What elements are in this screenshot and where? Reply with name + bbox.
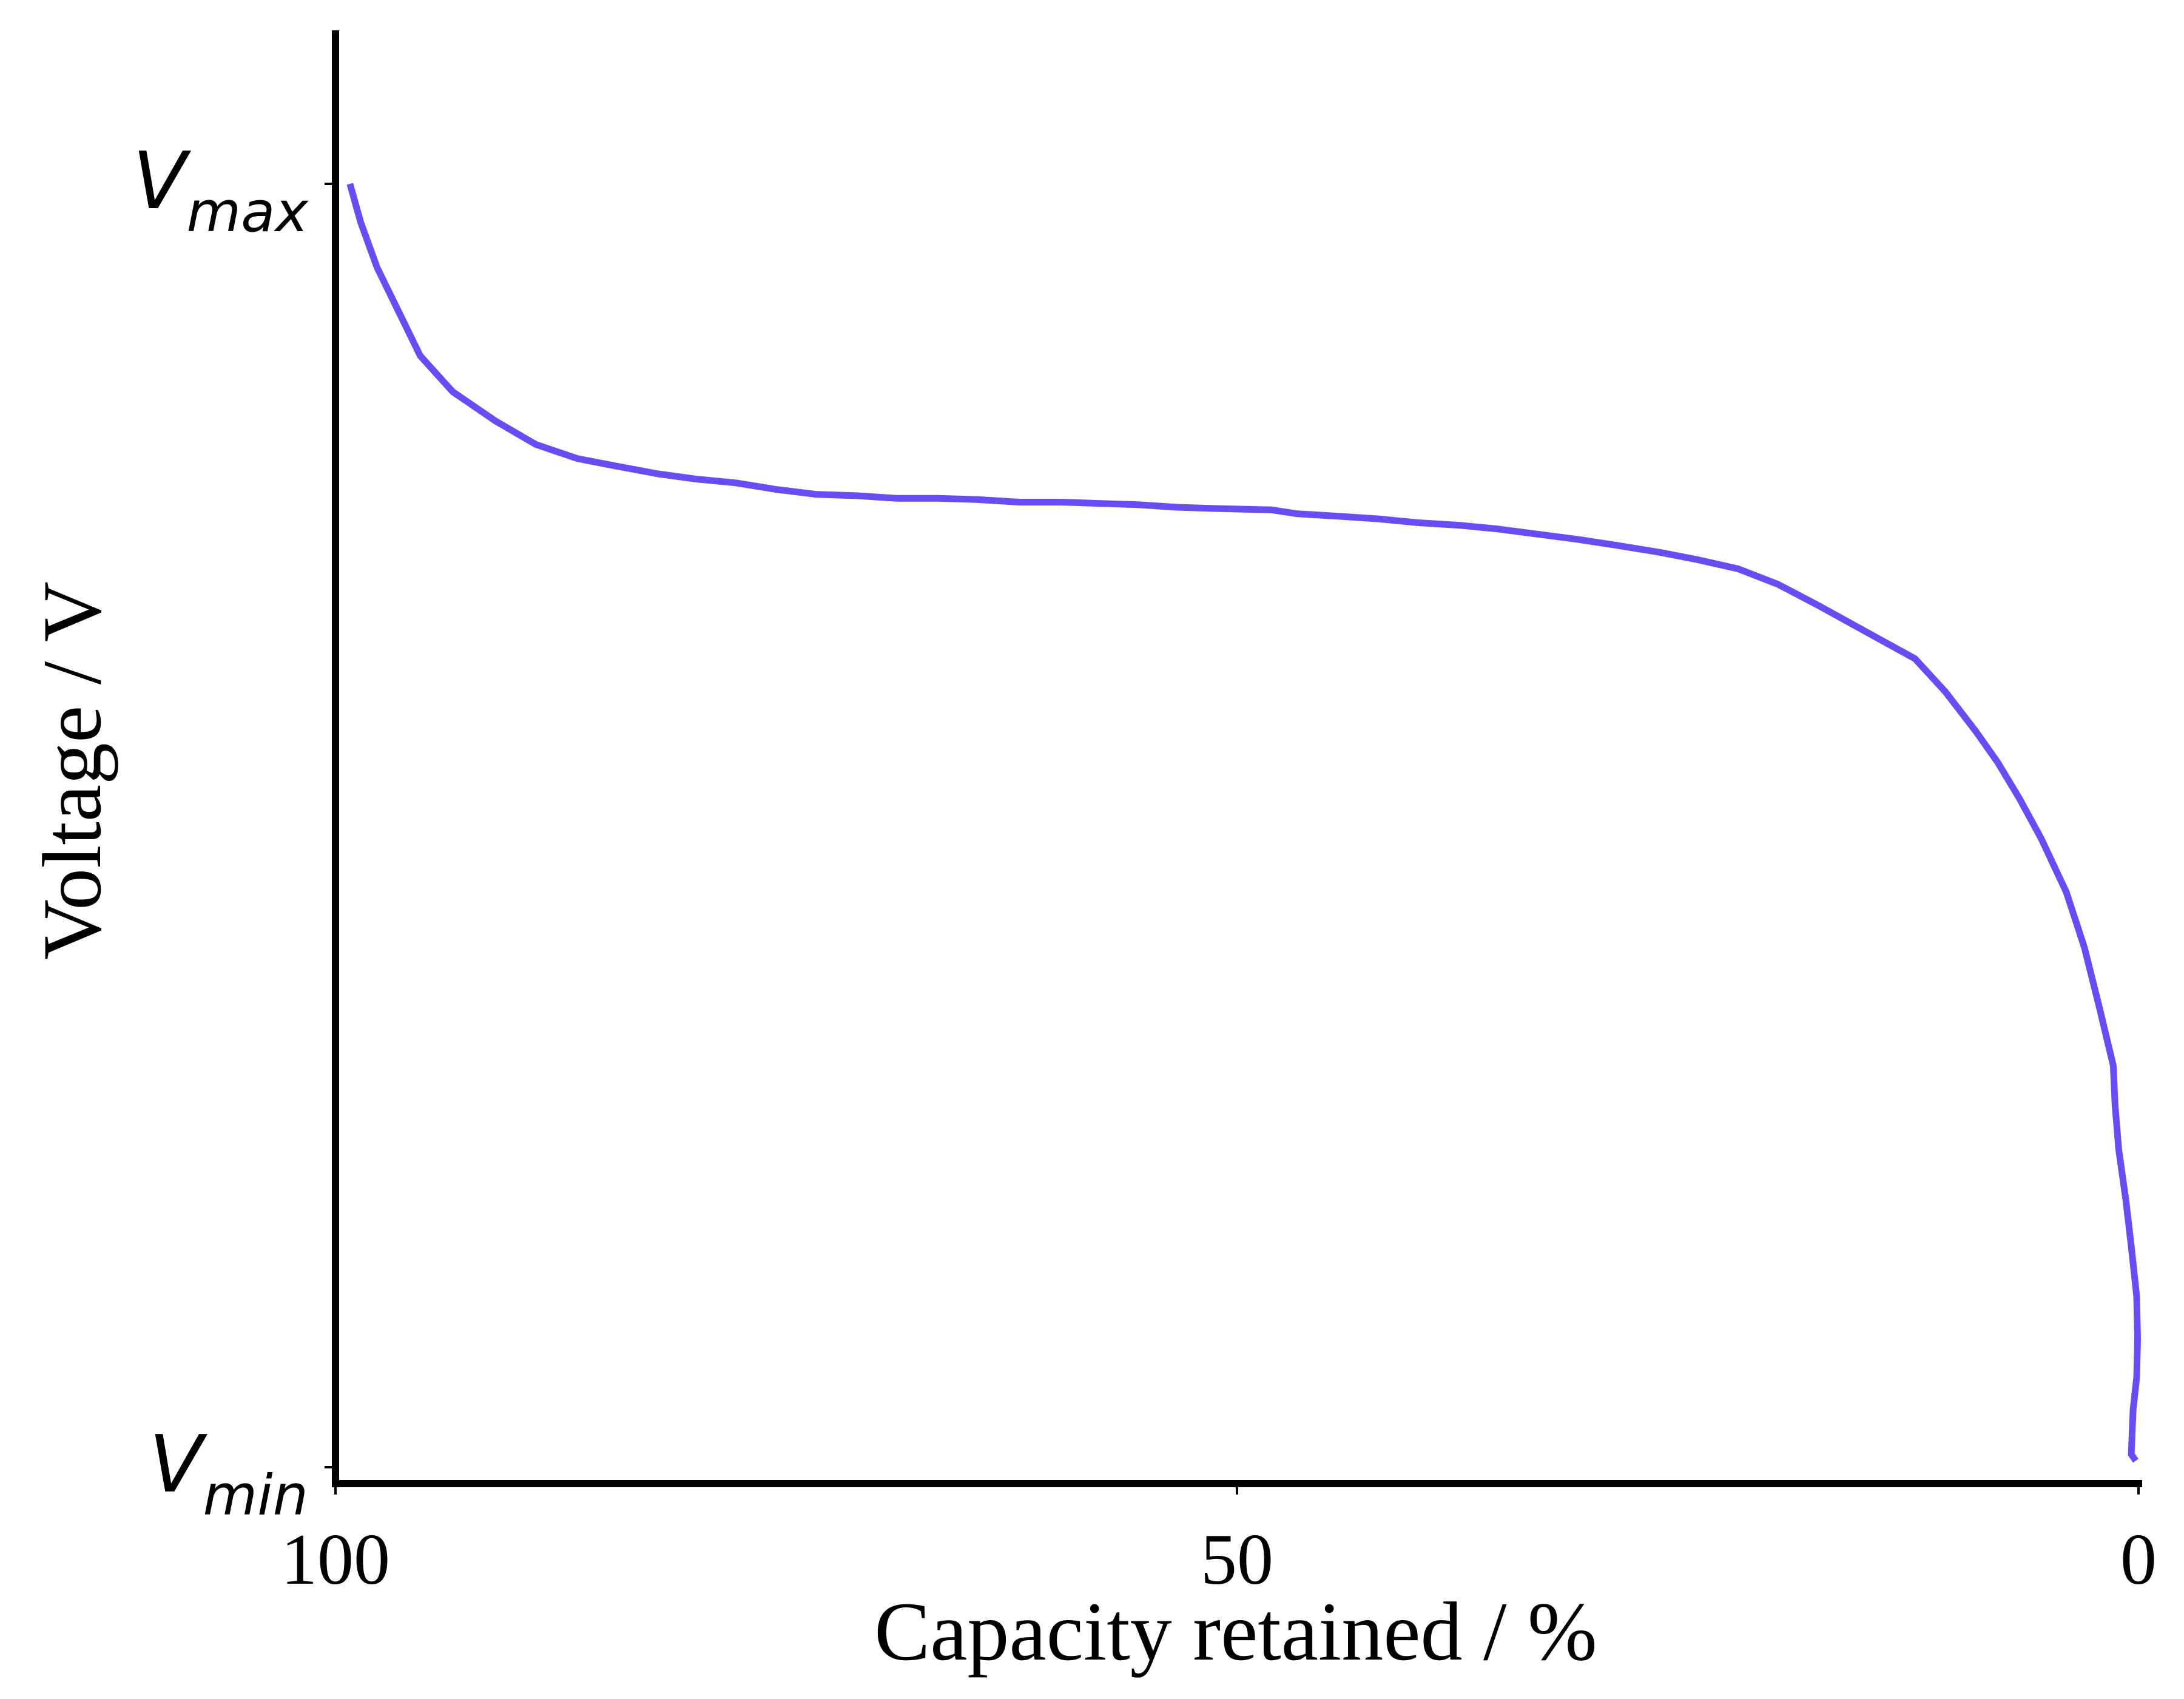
- x-tick-label: 100: [281, 1519, 390, 1599]
- x-tick-label: 50: [1201, 1519, 1273, 1599]
- series-layer: [346, 183, 2141, 1463]
- axes: [332, 30, 2142, 1487]
- x-tick-label: 0: [2120, 1519, 2157, 1599]
- y-axis-label: Voltage / V: [25, 581, 118, 960]
- voltage-curve-line: [346, 183, 2141, 1463]
- y-tick-label: Vmax: [133, 135, 309, 245]
- y-tick-label: Vmin: [149, 1418, 308, 1528]
- x-axis-label: Capacity retained / %: [874, 1585, 1597, 1678]
- ticks: 100 50 0 Vmax Vmin: [133, 135, 2157, 1599]
